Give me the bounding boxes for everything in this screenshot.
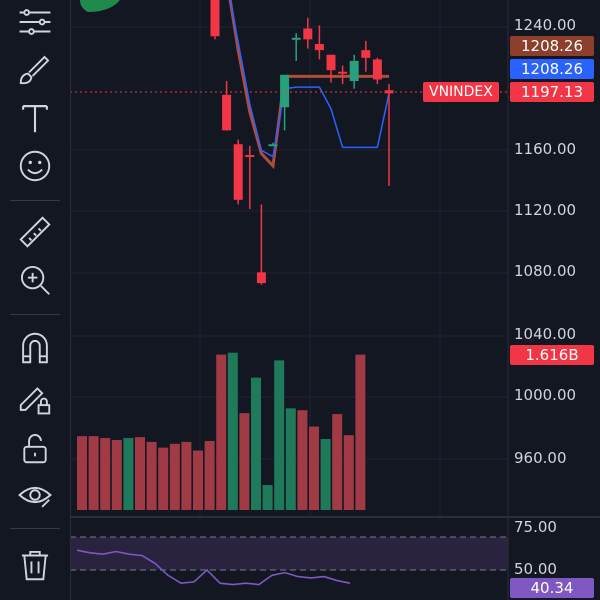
zoom-in-icon (20, 265, 50, 295)
volume-bar (88, 436, 99, 510)
rsi-band (70, 537, 508, 570)
symbol-tag: VNINDEX (423, 82, 499, 102)
visibility-tool[interactable] (11, 475, 59, 515)
candlesticks (210, 0, 394, 285)
volume-tag: 1.616B (510, 345, 594, 365)
price-tick-label: 1000.00 (514, 386, 577, 404)
emoji-tool[interactable] (11, 146, 59, 186)
rsi-line (76, 549, 351, 586)
candle-body (233, 144, 243, 200)
remove-drawings-tool[interactable] (11, 545, 59, 585)
volume-bar (100, 438, 111, 510)
price-tick-label: 1080.00 (514, 262, 577, 280)
text-tool[interactable] (11, 98, 59, 138)
volume-bar (297, 410, 308, 510)
candle-body (291, 37, 301, 40)
volume-bar (274, 360, 285, 510)
volume-bar (355, 354, 366, 510)
candle-body (372, 59, 382, 80)
ruler-tool[interactable] (11, 212, 59, 252)
zoom-in-tool[interactable] (11, 260, 59, 300)
volume-bar (239, 413, 250, 510)
candle-body (349, 60, 359, 81)
volume-bar (216, 354, 227, 510)
volume-bar (262, 485, 273, 510)
green-overlay-shape (80, 0, 120, 12)
candle-body (326, 54, 336, 71)
volume-bar (251, 377, 261, 510)
last-price-tag: 1197.13 (510, 82, 594, 102)
candle-body (338, 71, 348, 74)
eye-icon (18, 486, 52, 508)
volume-bar (111, 439, 122, 510)
drawing-toolbar (0, 0, 71, 600)
candle-body (303, 28, 313, 40)
volume-bar (77, 436, 87, 510)
emoji-icon (19, 150, 51, 182)
ruler-icon (19, 216, 51, 248)
candle-body (256, 272, 266, 284)
candle-body (245, 155, 255, 158)
volume-bar (309, 426, 319, 510)
volume-bar (169, 443, 180, 510)
candle-body (361, 50, 371, 58)
moving-average-blue-line (229, 0, 390, 158)
volume-bar (320, 439, 331, 510)
volume-bars (77, 352, 366, 510)
lock-drawing-tool[interactable] (11, 378, 59, 418)
volume-bar (181, 441, 192, 510)
volume-bar (193, 450, 203, 510)
trend-lines-tool[interactable] (11, 2, 59, 42)
candle-body (210, 0, 220, 37)
toolbar-divider (10, 200, 60, 201)
rsi-value-tag: 40.34 (510, 578, 594, 598)
rsi-tick-label: 50.00 (514, 560, 557, 578)
volume-bar (204, 440, 215, 510)
unlock-tool[interactable] (11, 428, 59, 468)
price-tick-label: 960.00 (514, 449, 567, 467)
toolbar-divider (10, 314, 60, 315)
rsi-tick-label: 75.00 (514, 518, 557, 536)
moving-average-red-line (228, 0, 389, 170)
volume-bar (135, 437, 145, 510)
toolbar-divider (10, 528, 60, 529)
volume-bar (158, 447, 169, 510)
magnet-tool[interactable] (11, 328, 59, 368)
price-tick-label: 1120.00 (514, 201, 577, 219)
volume-bar (343, 435, 354, 510)
candle-body (384, 90, 394, 94)
ma-red-price-tag: 1208.26 (510, 36, 594, 56)
price-tick-label: 1040.00 (514, 325, 577, 343)
candle-body (268, 144, 278, 147)
ma-blue-price-tag: 1208.26 (510, 59, 594, 79)
volume-bar (227, 352, 238, 510)
trash-icon (21, 550, 49, 581)
volume-bar (123, 438, 134, 510)
candle-body (280, 74, 290, 108)
candle-body (314, 43, 324, 51)
volume-bar (332, 414, 343, 510)
price-tick-label: 1240.00 (514, 16, 577, 34)
trend-lines-icon (19, 9, 51, 35)
brush-icon (19, 55, 50, 85)
volume-bar (285, 408, 296, 510)
text-icon (22, 105, 48, 133)
price-tick-label: 1160.00 (514, 140, 577, 158)
lock-drawing-icon (19, 387, 51, 415)
unlock-icon (23, 433, 47, 464)
candle-body (222, 94, 232, 131)
brush-tool[interactable] (11, 50, 59, 90)
magnet-icon (22, 332, 48, 364)
volume-bar (146, 441, 157, 510)
